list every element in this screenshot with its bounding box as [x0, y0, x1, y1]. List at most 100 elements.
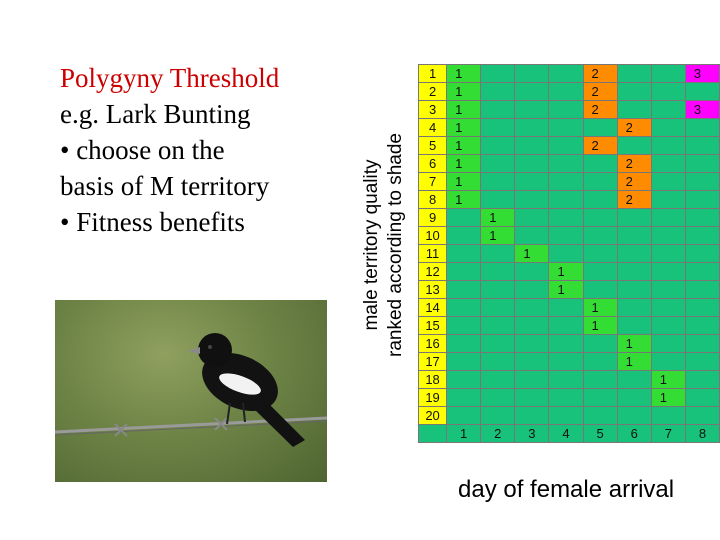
- grid-cell: 1: [650, 388, 686, 407]
- grid-cell: [480, 388, 516, 407]
- grid-cell: 3: [684, 64, 720, 83]
- grid-cell: [480, 190, 516, 209]
- day-label: 7: [650, 424, 686, 443]
- grid-cell: [650, 118, 686, 137]
- bullet-1-part-1: • choose on the: [60, 135, 225, 165]
- grid-cell: 2: [582, 100, 618, 119]
- grid-cell: [548, 64, 584, 83]
- grid-cell: 2: [582, 82, 618, 101]
- grid-cell: [684, 352, 720, 371]
- grid-cell: 1: [480, 208, 516, 227]
- grid-cell: [514, 118, 550, 137]
- grid-cell: [480, 334, 516, 353]
- grid-cell: 1: [650, 370, 686, 389]
- grid-cell: [480, 280, 516, 299]
- grid-cell: 2: [582, 136, 618, 155]
- lark-bunting-illustration: [55, 333, 327, 447]
- grid-cell: [616, 316, 652, 335]
- grid-cell: [446, 316, 482, 335]
- grid-cell: [650, 262, 686, 281]
- row-rank-label: 7: [417, 172, 448, 191]
- row-rank-label: 19: [417, 388, 448, 407]
- grid-cell: [582, 118, 618, 137]
- y-axis-label-line-2: ranked according to shade: [385, 133, 406, 357]
- grid-cell: [650, 352, 686, 371]
- grid-cell: [616, 208, 652, 227]
- grid-cell: [650, 244, 686, 263]
- grid-cell: [514, 352, 550, 371]
- grid-cell: [548, 100, 584, 119]
- day-label: 8: [684, 424, 720, 443]
- grid-cell: [548, 172, 584, 191]
- grid-cell: [446, 226, 482, 245]
- grid-cell: [514, 172, 550, 191]
- grid-row: 16 1: [417, 334, 720, 353]
- grid-cell: [548, 82, 584, 101]
- grid-cell: 2: [582, 64, 618, 83]
- grid-cell: [548, 352, 584, 371]
- grid-row: 15 1: [417, 316, 720, 335]
- row-rank-label: 2: [417, 82, 448, 101]
- grid-cell: [616, 82, 652, 101]
- grid-cell: [650, 82, 686, 101]
- day-label: 6: [616, 424, 652, 443]
- row-rank-label: 14: [417, 298, 448, 317]
- grid-cell: [650, 226, 686, 245]
- grid-cell: [650, 316, 686, 335]
- grid-cell: 1: [548, 262, 584, 281]
- row-rank-label: 5: [417, 136, 448, 155]
- grid-cell: 1: [446, 154, 482, 173]
- grid-cell: [548, 370, 584, 389]
- day-label: 4: [548, 424, 584, 443]
- grid-cell: [582, 208, 618, 227]
- grid-cell: [480, 154, 516, 173]
- grid-cell: [446, 388, 482, 407]
- grid-cell: [616, 244, 652, 263]
- grid-cell: [684, 262, 720, 281]
- grid-cell: [514, 226, 550, 245]
- grid-cell: [684, 82, 720, 101]
- grid-cell: [514, 154, 550, 173]
- grid-cell: [480, 352, 516, 371]
- grid-cell: [480, 298, 516, 317]
- day-label: 2: [480, 424, 516, 443]
- grid-cell: [582, 244, 618, 263]
- subtitle-example: e.g. Lark Bunting: [60, 99, 251, 129]
- grid-cell: [446, 208, 482, 227]
- row-rank-label: 17: [417, 352, 448, 371]
- grid-cell: [514, 100, 550, 119]
- x-axis-label: day of female arrival: [458, 476, 675, 503]
- grid-cell: [582, 406, 618, 425]
- title-block: Polygyny Threshold e.g. Lark Bunting • c…: [60, 60, 350, 240]
- grid-cell: [514, 406, 550, 425]
- grid-cell: [514, 208, 550, 227]
- grid-cell: [650, 100, 686, 119]
- grid-cell: [446, 298, 482, 317]
- grid-cell: 1: [582, 298, 618, 317]
- day-label: 1: [446, 424, 482, 443]
- bullet-1-part-2: basis of M territory: [60, 171, 270, 201]
- grid-cell: 1: [446, 136, 482, 155]
- grid-cell: [616, 388, 652, 407]
- grid-cell: [446, 352, 482, 371]
- grid-cell: 1: [616, 352, 652, 371]
- grid-cell: [684, 208, 720, 227]
- grid-cell: [582, 190, 618, 209]
- grid-cell: 2: [616, 118, 652, 137]
- grid-cell: [684, 226, 720, 245]
- row-rank-label: 6: [417, 154, 448, 173]
- grid-cell: [616, 262, 652, 281]
- grid-cell: [582, 172, 618, 191]
- grid-cell: [480, 370, 516, 389]
- grid-cell: 1: [582, 316, 618, 335]
- grid-cell: [684, 406, 720, 425]
- grid-row: 10 1: [417, 226, 720, 245]
- grid-cell: [650, 208, 686, 227]
- grid-cell: [650, 298, 686, 317]
- grid-cell: [616, 226, 652, 245]
